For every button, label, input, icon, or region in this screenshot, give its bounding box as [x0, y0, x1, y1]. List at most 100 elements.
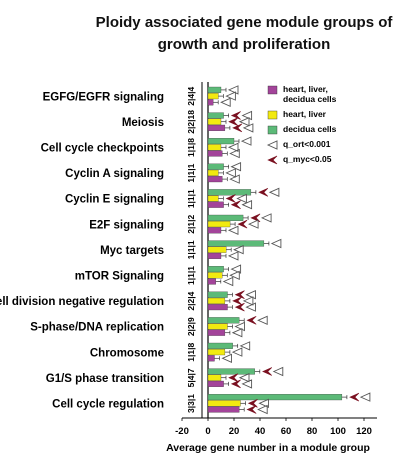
bar-decidua — [207, 317, 240, 324]
bar-heart-liver-decidua — [207, 176, 223, 183]
bar-heart-liver — [207, 221, 231, 228]
bar-heart-liver — [207, 144, 222, 151]
category-row: S-phase/DNA replication 2|2|9 — [30, 315, 268, 338]
category-row: Cell cycle regulation 3|3|1 — [52, 392, 371, 415]
category-row: Myc targets 1|1|1 — [100, 238, 282, 261]
bar-decidua — [207, 214, 244, 221]
bar-heart-liver-decidua — [207, 99, 214, 106]
q-myc-marker — [262, 367, 273, 376]
bar-heart-liver-decidua — [207, 278, 216, 285]
x-axis-title: Average gene number in a module group — [166, 442, 370, 454]
q-ort-marker — [229, 148, 240, 159]
x-tick-label: 20 — [229, 426, 240, 437]
ratio-label: 2|1|2 — [186, 215, 196, 234]
ratio-label: 1|1|1 — [186, 163, 196, 182]
bar-heart-liver-decidua — [207, 252, 222, 259]
q-ort-marker — [230, 162, 242, 172]
q-ort-marker — [233, 245, 244, 255]
q-myc-marker — [230, 379, 241, 389]
q-ort-marker — [227, 142, 239, 152]
q-ort-marker — [231, 328, 243, 338]
category-row: EGFG/EGFR signaling 2|4|4 — [43, 85, 239, 107]
bar-decidua — [207, 394, 343, 401]
category-label: Cell cycle regulation — [52, 399, 164, 411]
q-ort-marker — [239, 341, 251, 351]
q-ort-marker — [247, 219, 259, 229]
legend-label: q_myc<0.05 — [283, 154, 332, 164]
bar-heart-liver — [207, 118, 222, 125]
q-ort-marker — [234, 321, 245, 332]
q-myc-marker — [228, 117, 239, 126]
ratio-label: 1|1|1 — [186, 266, 196, 285]
bar-heart-liver — [207, 374, 222, 381]
q-ort-marker — [229, 270, 240, 280]
q-ort-marker — [231, 347, 243, 357]
legend-item: heart, liver — [267, 109, 327, 120]
category-label: Meiosis — [122, 117, 164, 129]
bar-heart-liver — [207, 400, 241, 407]
x-tick-label: 60 — [281, 426, 292, 437]
legend-swatch — [267, 125, 278, 135]
ratio-label: 5|4|7 — [186, 368, 196, 387]
bar-decidua — [207, 291, 228, 298]
q-myc-marker — [234, 302, 245, 312]
q-myc-marker — [250, 213, 261, 223]
ratio-label: 2|2|18 — [186, 110, 196, 134]
chart-title: Ploidy associated gene module groups of g… — [96, 14, 394, 53]
category-label: Myc targets — [100, 245, 164, 257]
q-ort-marker — [240, 136, 252, 146]
chart-title-line: growth and proliferation — [158, 36, 331, 53]
bar-decidua — [207, 86, 222, 93]
legend-swatch — [267, 110, 278, 120]
bar-heart-liver-decidua — [207, 304, 228, 311]
x-tick-label: 120 — [356, 426, 372, 437]
q-ort-marker — [270, 238, 282, 249]
q-myc-marker — [230, 200, 241, 209]
legend-label: decidua cells — [283, 124, 337, 134]
x-tick-label: 80 — [307, 426, 318, 437]
category-row: Chromosome 1|1|8 — [90, 341, 251, 363]
q-ort-marker — [242, 123, 254, 133]
q-myc-marker — [232, 296, 243, 306]
category-label: Cell cycle checkpoints — [41, 143, 164, 155]
q-ort-marker — [257, 315, 268, 325]
bar-heart-liver-decidua — [207, 124, 226, 131]
bar-heart-liver — [207, 323, 228, 330]
q-ort-marker — [225, 91, 236, 101]
category-label: Cyclin A signaling — [65, 168, 164, 180]
bar-heart-liver-decidua — [207, 355, 215, 362]
chart-title-line: Ploidy associated gene module groups of — [96, 14, 394, 31]
bar-heart-liver — [207, 272, 223, 279]
ratio-label: 3|3|1 — [186, 394, 196, 413]
q-ort-marker — [272, 366, 284, 377]
legend-swatch — [267, 85, 278, 95]
q-ort-marker — [257, 404, 268, 415]
x-tick-label: -20 — [175, 426, 189, 437]
q-ort-marker — [359, 392, 371, 402]
bar-decidua — [207, 189, 252, 196]
bar-decidua — [207, 138, 235, 145]
ratio-label: 2|2|4 — [186, 291, 196, 310]
ratio-label: 1|1|1 — [186, 189, 196, 208]
legend-item: q_myc<0.05 — [267, 154, 332, 165]
category-label: S-phase/DNA replication — [30, 322, 164, 334]
bar-heart-liver — [207, 195, 219, 202]
bar-heart-liver — [207, 93, 219, 100]
q-myc-marker — [258, 188, 269, 197]
legend-label: q_ort<0.001 — [283, 139, 331, 149]
q-ort-marker — [241, 110, 253, 121]
q-ort-marker — [241, 379, 253, 389]
q-myc-marker — [349, 392, 360, 402]
bar-decidua — [207, 266, 224, 273]
q-ort-marker — [222, 276, 234, 287]
q-myc-marker — [228, 373, 239, 382]
bar-heart-liver-decidua — [207, 150, 223, 157]
q-ort-marker — [229, 174, 240, 184]
q-ort-marker — [268, 187, 280, 197]
q-ort-marker — [227, 85, 239, 95]
q-ort-marker — [245, 290, 256, 300]
q-ort-marker — [221, 353, 232, 363]
x-tick-label: 100 — [330, 426, 346, 437]
category-label: Chromosome — [90, 347, 164, 359]
